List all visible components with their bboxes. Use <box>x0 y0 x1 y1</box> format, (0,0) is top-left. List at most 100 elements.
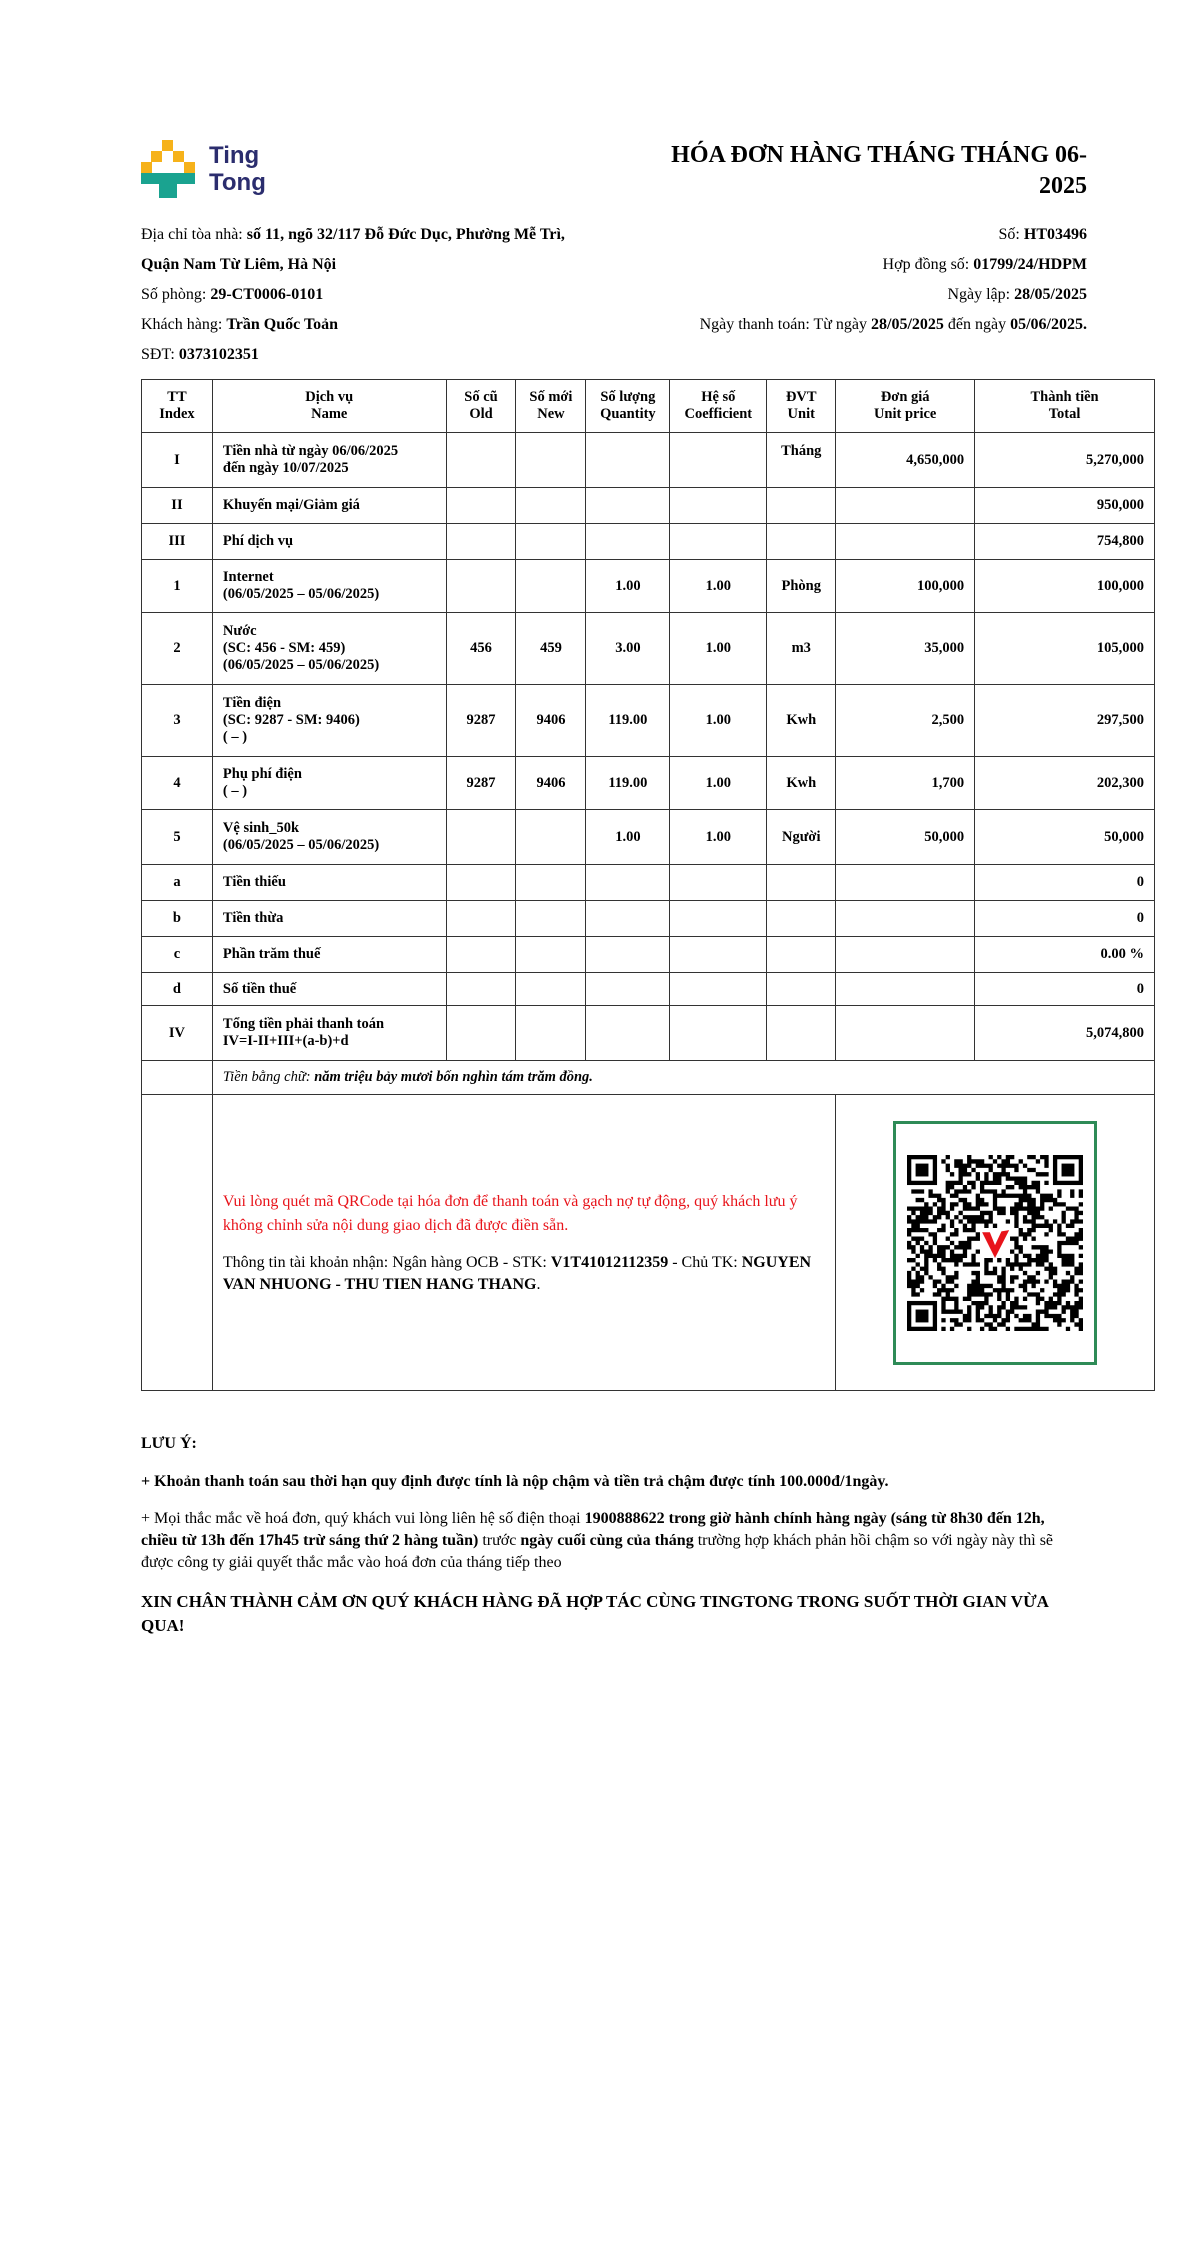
table-row: 5 Vệ sinh_50k (06/05/2025 – 05/06/2025) 1.0… <box>141 809 1155 865</box>
cell-new <box>515 864 587 901</box>
cell-total: 5,270,000 <box>974 432 1155 488</box>
column-header: TT Index <box>141 379 213 433</box>
cell-old: 9287 <box>445 684 517 757</box>
cell-name: Số tiền thuế <box>211 972 447 1006</box>
cell-coef <box>669 972 768 1006</box>
info-line: Khách hàng: Trần Quốc Toản <box>141 316 339 333</box>
cell-unit: Kwh <box>766 684 837 757</box>
cell-idx: 1 <box>141 559 213 613</box>
tingtong-logo: Ting Tong <box>141 140 291 202</box>
cell-price: 100,000 <box>835 559 976 613</box>
info-line: SĐT: 0373102351 <box>141 346 259 363</box>
qr-code[interactable] <box>893 1120 1098 1365</box>
cell-unit: Kwh <box>766 756 837 810</box>
table-row: a Tiền thiếu 0 <box>141 864 1155 901</box>
cell-price <box>835 523 976 560</box>
cell-old <box>445 487 517 524</box>
cell-coef: 1.00 <box>669 559 768 613</box>
payment-row: Vui lòng quét mã QRCode tại hóa đơn để t… <box>141 1094 1155 1391</box>
table-row: 2 Nước (SC: 456 - SM: 459) (06/05/2025 – 05… <box>141 612 1155 685</box>
table-row: 1 Internet (06/05/2025 – 05/06/2025) 1.00 1.… <box>141 559 1155 613</box>
invoice-number: Số: HT03496 <box>998 226 1087 243</box>
cell-qty <box>585 487 671 524</box>
contract-number: Hợp đồng số: 01799/24/HDPM <box>882 256 1087 273</box>
cell-total: 105,000 <box>974 612 1155 685</box>
qr-instruction: Vui lòng quét mã QRCode tại hóa đơn để t… <box>222 1192 798 1234</box>
cell-unit: Tháng <box>766 432 837 488</box>
cell-qty <box>585 523 671 560</box>
cell-new <box>515 936 587 973</box>
column-header: Đơn giá Unit price <box>835 379 976 433</box>
cell-new <box>515 809 587 865</box>
info-line: Quận Nam Từ Liêm, Hà Nội <box>141 256 337 273</box>
cell-new <box>515 972 587 1006</box>
column-header: Dịch vụ Name <box>211 379 447 433</box>
cell-name: Tiền thừa <box>211 900 447 937</box>
cell-unit: m3 <box>766 612 837 685</box>
cell-price: 50,000 <box>835 809 976 865</box>
table-row: I Tiền nhà từ ngày 06/06/2025 đến ngày 10/… <box>141 432 1155 488</box>
cell-old <box>445 523 517 560</box>
note-segment: + Mọi thắc mắc về hoá đơn, quý khách vui… <box>141 1510 585 1527</box>
cell-idx: b <box>141 900 213 937</box>
cell-total: 50,000 <box>974 809 1155 865</box>
cell-old <box>445 809 517 865</box>
amount-in-words-row: Tiền bằng chữ: năm triệu bảy mươi bốn ng… <box>141 1060 1156 1095</box>
table-row: 4 Phụ phí điện( – ) 9287 9406 119.00 1.00 Kwh 1… <box>141 756 1155 810</box>
cell-idx: II <box>141 487 213 524</box>
late-payment-note: + Khoản thanh toán sau thời hạn quy định… <box>141 1473 889 1490</box>
cell-new <box>515 559 587 613</box>
cell-idx: 4 <box>141 756 213 810</box>
cell-price: 1,700 <box>835 756 976 810</box>
cell-name: Vệ sinh_50k (06/05/2025 – 05/06/2025) <box>211 809 447 865</box>
cell-total: 0 <box>974 972 1155 1006</box>
cell-old: 456 <box>445 612 517 685</box>
cell-unit <box>766 487 837 524</box>
cell-idx: d <box>141 972 213 1006</box>
cell-qty: 3.00 <box>585 612 671 685</box>
cell-qty: 119.00 <box>585 756 671 810</box>
cell-coef: 1.00 <box>669 809 768 865</box>
cell-coef: 1.00 <box>669 684 768 757</box>
cell-unit: Phòng <box>766 559 837 613</box>
cell-new <box>515 487 587 524</box>
payment-period: Ngày thanh toán: Từ ngày 28/05/2025 đến … <box>699 316 1087 333</box>
cell-coef <box>669 432 768 488</box>
invoice-title: HÓA ĐƠN HÀNG THÁNG THÁNG 06-2025 <box>671 142 1087 199</box>
cell-old <box>445 432 517 488</box>
cell-idx: I <box>141 432 213 488</box>
cell-price <box>835 1005 976 1061</box>
cell-qty: 1.00 <box>585 559 671 613</box>
cell-name: Khuyến mại/Giảm giá <box>211 487 447 524</box>
cell-qty <box>585 936 671 973</box>
table-row: III Phí dịch vụ 754,800 <box>141 523 1155 560</box>
cell-unit <box>766 900 837 937</box>
thanks-message: XIN CHÂN THÀNH CẢM ƠN QUÝ KHÁCH HÀNG ĐÃ … <box>141 1592 1048 1635</box>
cell-price <box>835 936 976 973</box>
logo-text-ting: Ting <box>209 142 260 169</box>
cell-total: 202,300 <box>974 756 1155 810</box>
logo-text-tong: Tong <box>209 169 266 196</box>
cell-old <box>445 1005 517 1061</box>
issue-date: Ngày lập: 28/05/2025 <box>947 286 1087 303</box>
cell-new: 9406 <box>515 684 587 757</box>
notes-heading: LƯU Ý: <box>141 1435 197 1452</box>
cell-new: 9406 <box>515 756 587 810</box>
cell-old <box>445 936 517 973</box>
cell-unit <box>766 936 837 973</box>
cell-price <box>835 972 976 1006</box>
invoice-table: TT Index Dịch vụ Name Số cũ Old Số mới New Số lư… <box>141 379 1156 1391</box>
table-header: TT Index Dịch vụ Name Số cũ Old Số mới New Số lư… <box>141 379 1155 433</box>
cell-new <box>515 900 587 937</box>
cell-qty <box>585 972 671 1006</box>
cell-old: 9287 <box>445 756 517 810</box>
cell-name: Tổng tiền phải thanh toán IV=I-II+III+(a-… <box>211 1005 447 1061</box>
cell-name: Nước (SC: 456 - SM: 459) (06/05/2025 – 05/… <box>211 612 447 685</box>
cell-name: Tiền điện (SC: 9287 - SM: 9406)( – ) <box>211 684 447 757</box>
column-header: Số mới New <box>515 379 587 433</box>
table-row: 3 Tiền điện (SC: 9287 - SM: 9406)( – ) 9287… <box>141 684 1155 757</box>
account-info: Thông tin tài khoản nhận: Ngân hàng OCB … <box>222 1253 812 1293</box>
note-segment: trước <box>478 1532 521 1549</box>
amount-in-words: Tiền bằng chữ: năm triệu bảy mươi bốn ng… <box>211 1060 1156 1095</box>
cell-unit <box>766 972 837 1006</box>
